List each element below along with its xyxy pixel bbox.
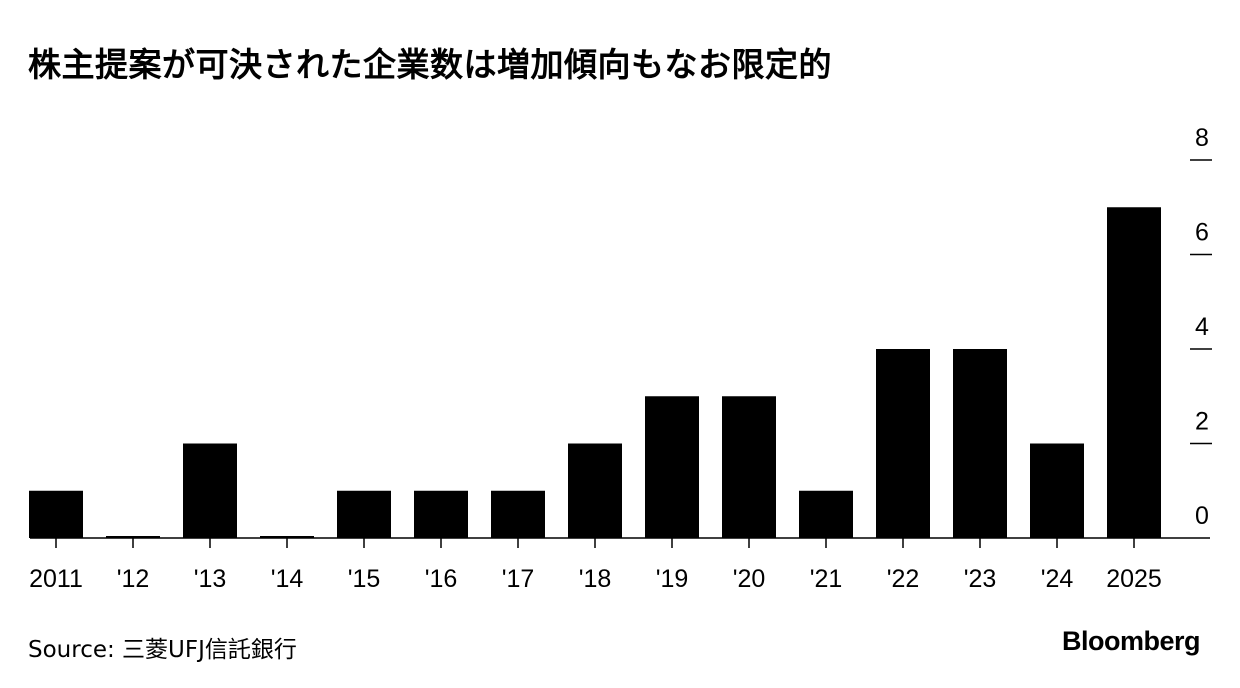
bar	[491, 490, 545, 538]
bar	[722, 396, 776, 538]
x-tick-label: '20	[733, 565, 766, 593]
bar	[106, 536, 160, 538]
x-tick-label: '13	[194, 565, 227, 593]
bar	[1030, 443, 1084, 538]
bar	[183, 443, 237, 538]
x-tick-label: '17	[502, 565, 535, 593]
x-tick-label: '24	[1041, 565, 1074, 593]
bar	[337, 490, 391, 538]
y-tick-label: 0	[1195, 502, 1209, 530]
bloomberg-logo: Bloomberg	[1061, 626, 1201, 656]
x-tick-label: 2011	[29, 565, 83, 593]
y-tick-label: 8	[1195, 124, 1209, 152]
x-tick-label: '22	[887, 565, 920, 593]
x-tick-label: '14	[271, 565, 304, 593]
y-tick-label: 6	[1195, 219, 1209, 247]
y-tick-label: 4	[1195, 313, 1209, 341]
x-tick-label: '19	[656, 565, 689, 593]
bar	[414, 490, 468, 538]
bar	[1107, 207, 1161, 538]
y-tick-label: 2	[1195, 408, 1209, 436]
bar	[876, 349, 930, 538]
x-tick-label: '15	[348, 565, 381, 593]
x-tick-label: '23	[964, 565, 997, 593]
bar	[645, 396, 699, 538]
chart-title: 株主提案が可決された企業数は増加傾向もなお限定的	[28, 45, 832, 84]
bar	[260, 536, 314, 538]
bar	[799, 490, 853, 538]
source-note: Source: 三菱UFJ信託銀行	[28, 637, 297, 663]
bar	[29, 490, 83, 538]
x-tick-label: '12	[117, 565, 150, 593]
x-tick-label: '18	[579, 565, 612, 593]
x-tick-label: 2025	[1106, 565, 1162, 593]
x-tick-label: '21	[810, 565, 843, 593]
bar	[568, 443, 622, 538]
bar	[953, 349, 1007, 538]
x-tick-label: '16	[425, 565, 458, 593]
